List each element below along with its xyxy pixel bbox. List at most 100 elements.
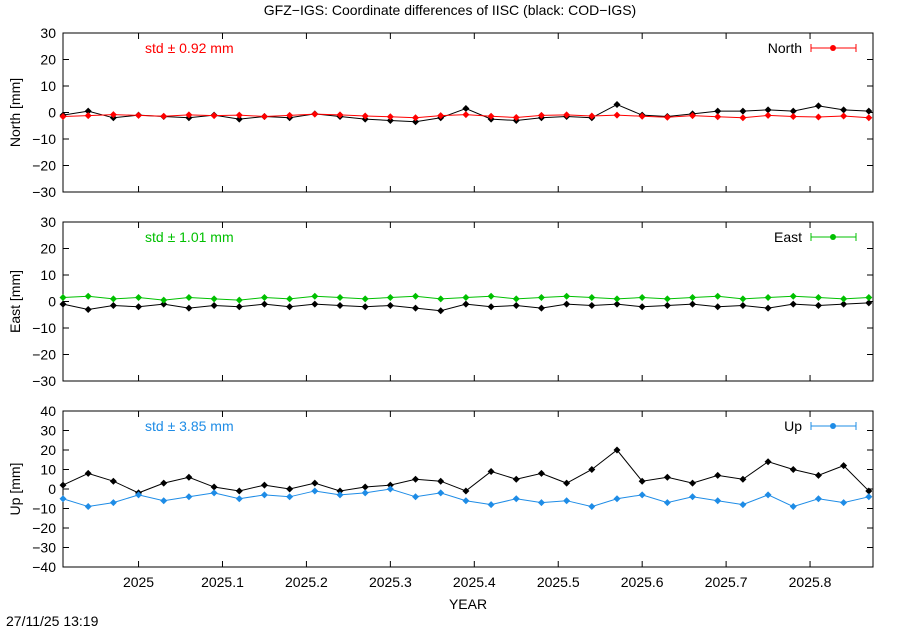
data-point-east [613, 295, 621, 303]
data-point-east [462, 294, 470, 302]
data-point-north [84, 112, 92, 120]
reference-data-point [412, 475, 420, 483]
data-point-east [714, 292, 722, 300]
reference-data-point [361, 483, 369, 491]
x-tick-label: 2025.2 [285, 574, 328, 590]
y-tick-label: 0 [48, 481, 56, 497]
x-tick-label: 2025.1 [201, 574, 244, 590]
data-point-north [563, 111, 571, 119]
reference-data-point [160, 479, 168, 487]
data-point-north [437, 112, 445, 120]
reference-data-point [714, 303, 722, 311]
data-point-north [840, 112, 848, 120]
x-axis-label: YEAR [448, 596, 488, 612]
data-point-east [689, 294, 697, 302]
data-point-up [462, 497, 470, 505]
x-tick-label: 2025 [123, 574, 154, 590]
data-point-up [814, 495, 822, 503]
data-point-north [537, 111, 545, 119]
y-tick-label: 20 [40, 241, 56, 257]
x-tick-label: 2025.8 [789, 574, 832, 590]
reference-series-line [62, 449, 870, 494]
reference-data-point [336, 487, 344, 495]
reference-data-point [210, 483, 218, 491]
reference-data-point [84, 305, 92, 313]
data-point-east [840, 295, 848, 303]
y-axis-label: North [mm] [7, 78, 23, 147]
data-point-up [336, 491, 344, 499]
reference-data-point [764, 458, 772, 466]
data-point-east [739, 295, 747, 303]
data-point-east [512, 295, 520, 303]
legend-label: North [768, 40, 802, 56]
data-point-up [512, 495, 520, 503]
legend: North [768, 40, 857, 56]
data-point-up [412, 493, 420, 501]
reference-data-point [311, 479, 319, 487]
data-point-up [185, 493, 193, 501]
plot-frame [62, 221, 874, 382]
reference-data-point [563, 479, 571, 487]
data-point-north [487, 112, 495, 120]
data-point-east [235, 296, 243, 304]
y-tick-label: 40 [40, 403, 56, 419]
reference-data-point [613, 300, 621, 308]
data-point-north [613, 111, 621, 119]
data-point-up [714, 497, 722, 505]
data-point-up [739, 501, 747, 509]
y-tick-label: 10 [40, 267, 56, 283]
data-point-east [789, 292, 797, 300]
reference-data-point [512, 301, 520, 309]
reference-data-point [59, 481, 67, 489]
reference-data-point [689, 300, 697, 308]
y-tick-label: 10 [40, 78, 56, 94]
reference-data-point [235, 115, 243, 123]
data-point-east [311, 292, 319, 300]
reference-data-point [563, 300, 571, 308]
reference-data-point [714, 107, 722, 115]
std-label: std ± 1.01 mm [145, 229, 234, 245]
data-point-east [286, 295, 294, 303]
data-point-north [336, 111, 344, 119]
reference-data-point [865, 487, 873, 495]
data-point-up [235, 495, 243, 503]
data-point-up [613, 495, 621, 503]
reference-data-point [260, 300, 268, 308]
data-point-north [361, 112, 369, 120]
data-point-north [638, 112, 646, 120]
reference-data-point [462, 487, 470, 495]
data-point-up [361, 489, 369, 497]
data-point-up [689, 493, 697, 501]
legend-label: Up [784, 418, 802, 434]
data-point-east [437, 295, 445, 303]
reference-data-point [789, 107, 797, 115]
reference-data-point [109, 477, 117, 485]
std-label: std ± 3.85 mm [145, 418, 234, 434]
reference-data-point [487, 303, 495, 311]
reference-data-point [840, 106, 848, 114]
data-point-east [865, 294, 873, 302]
y-tick-label: 0 [48, 105, 56, 121]
data-point-north [160, 112, 168, 120]
chart-title: GFZ−IGS: Coordinate differences of IISC … [263, 2, 637, 18]
reference-data-point [588, 301, 596, 309]
data-point-north [311, 110, 319, 118]
reference-data-point [613, 101, 621, 109]
x-tick-label: 2025.6 [621, 574, 664, 590]
reference-data-point [764, 106, 772, 114]
data-point-north [714, 113, 722, 121]
data-point-north [386, 113, 394, 121]
data-point-east [109, 295, 117, 303]
y-tick-label: 20 [40, 52, 56, 68]
data-point-north [663, 113, 671, 121]
reference-data-point [286, 303, 294, 311]
y-tick-label: −20 [32, 520, 56, 536]
x-tick-label: 2025.7 [705, 574, 748, 590]
data-point-north [210, 112, 218, 120]
y-axis-label: East [mm] [7, 270, 23, 333]
data-point-up [865, 493, 873, 501]
reference-data-point [537, 469, 545, 477]
data-point-up [487, 501, 495, 509]
reference-data-point [235, 303, 243, 311]
reference-data-point [286, 485, 294, 493]
